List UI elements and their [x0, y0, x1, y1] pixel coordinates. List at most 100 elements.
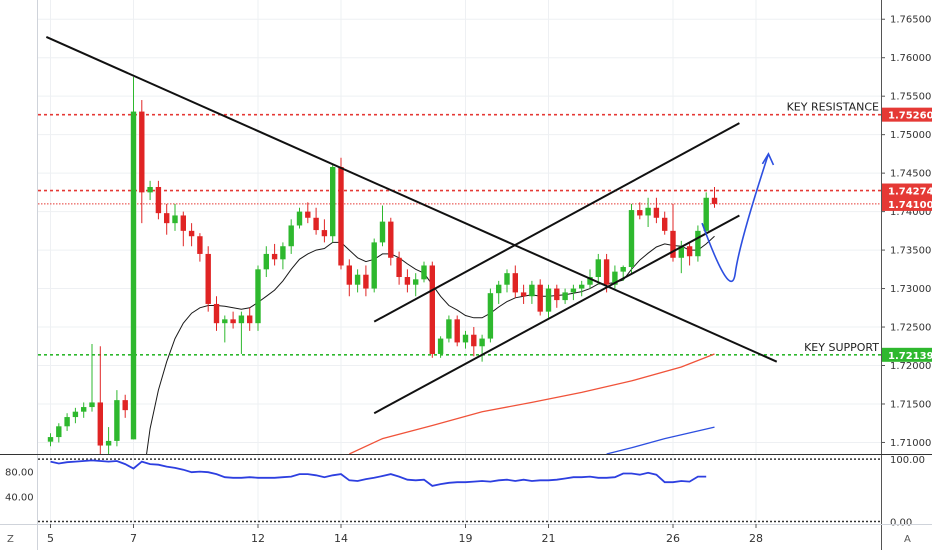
candle	[711, 186, 718, 208]
projection-arrow	[701, 153, 770, 283]
level-layer: KEY RESISTANCE KEY SUPPORT	[38, 101, 881, 356]
candle	[570, 284, 577, 301]
candle	[147, 180, 153, 201]
candle	[404, 269, 411, 293]
level-price-label: 1.74100	[888, 200, 932, 211]
candle	[164, 203, 170, 235]
candle	[703, 192, 709, 235]
candle-body	[263, 253, 269, 270]
candle-body	[479, 338, 485, 347]
candle-body	[81, 407, 87, 412]
price-tick-label: 1.71000	[890, 438, 931, 449]
candle-body	[164, 213, 170, 224]
candle-body	[703, 197, 709, 231]
candle	[330, 163, 336, 243]
candle-body	[105, 440, 112, 446]
price-tick-label: 1.71500	[890, 399, 931, 410]
candle	[188, 223, 195, 247]
candle-body	[637, 210, 643, 216]
candle	[446, 315, 452, 343]
candle-body	[271, 253, 278, 260]
candle-body	[114, 400, 120, 441]
candle	[363, 265, 369, 297]
price-tick-label: 1.72500	[890, 323, 931, 334]
candle	[296, 207, 303, 229]
candle-body	[504, 273, 510, 285]
candle	[238, 311, 245, 354]
candle-body	[437, 338, 444, 354]
candle	[172, 203, 178, 231]
level-name-label: KEY SUPPORT	[804, 341, 879, 354]
level-price-label: 1.75260	[888, 111, 932, 122]
candle-body	[670, 230, 676, 258]
price-tick-label: 1.73000	[890, 284, 931, 295]
candle-body	[404, 277, 411, 285]
candle-body	[122, 400, 128, 411]
candle-body	[197, 236, 203, 254]
candle	[454, 315, 460, 347]
candle-body	[562, 292, 568, 301]
candle-body	[512, 273, 518, 293]
oscillator-tick-right: 100.00	[890, 455, 925, 466]
candle	[313, 207, 319, 235]
price-tick-label: 1.76500	[890, 15, 931, 26]
oscillator-layer: 80.00 40.00 100.00 0.00	[5, 455, 925, 528]
candle-body	[56, 426, 62, 438]
candle-body	[579, 284, 585, 289]
candle	[280, 242, 286, 270]
candle-body	[388, 221, 394, 258]
candle-body	[64, 417, 70, 427]
candle-body	[47, 437, 54, 442]
candle-body	[288, 225, 294, 247]
candle-body	[230, 319, 236, 324]
candle	[288, 219, 294, 254]
candle	[429, 261, 435, 358]
candle	[47, 433, 54, 447]
overlay-line	[349, 353, 715, 454]
candle	[105, 427, 112, 454]
candle-body	[354, 274, 361, 285]
candle	[89, 343, 95, 412]
candle-body	[595, 259, 601, 278]
candle-body	[371, 242, 377, 289]
candle-body	[662, 217, 668, 231]
level-price-tag	[882, 347, 932, 362]
candle	[122, 394, 128, 418]
projection-arrowhead	[761, 152, 775, 166]
candle	[662, 211, 668, 235]
candle	[271, 243, 278, 266]
candle-body	[280, 246, 286, 260]
candle-body	[338, 166, 344, 266]
date-tick-label: 19	[459, 532, 473, 545]
candle-body	[554, 288, 560, 301]
candle	[462, 330, 469, 349]
price-tick-label: 1.74500	[890, 169, 931, 180]
candle-body	[695, 230, 701, 257]
candle-body	[97, 402, 103, 446]
candle-body	[620, 267, 626, 272]
candle	[222, 315, 228, 343]
level-price-tag	[882, 183, 932, 198]
candle	[512, 265, 518, 298]
candle-body	[213, 303, 220, 324]
candle	[114, 390, 120, 447]
candle-body	[313, 217, 319, 231]
candle-body	[570, 288, 577, 293]
candle	[504, 269, 510, 293]
candle-body	[188, 230, 195, 237]
date-tick-label: 7	[130, 532, 137, 545]
candle-body	[296, 211, 303, 226]
candle-body	[653, 207, 660, 218]
candle	[371, 238, 377, 293]
price-tick-label: 1.75000	[890, 130, 931, 141]
candle	[72, 407, 79, 424]
candle-body	[520, 292, 527, 297]
candle-body	[471, 334, 477, 347]
trendline	[373, 122, 740, 323]
candle	[612, 265, 618, 289]
candle	[81, 402, 87, 418]
candle	[471, 327, 477, 357]
candle	[628, 203, 635, 274]
candle	[305, 202, 311, 224]
